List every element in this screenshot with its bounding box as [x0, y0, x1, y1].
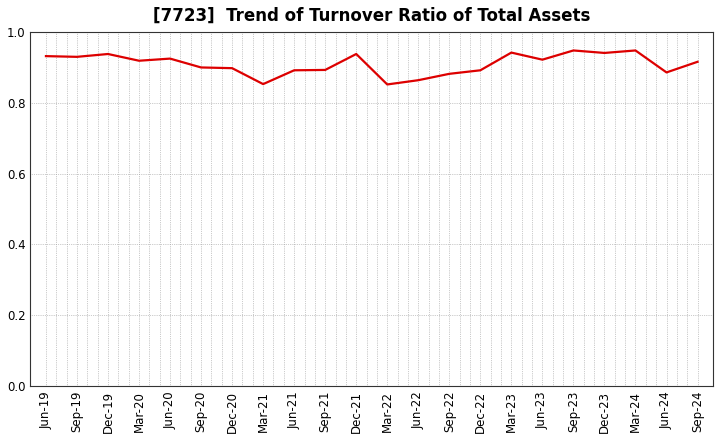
Title: [7723]  Trend of Turnover Ratio of Total Assets: [7723] Trend of Turnover Ratio of Total … [153, 7, 590, 25]
